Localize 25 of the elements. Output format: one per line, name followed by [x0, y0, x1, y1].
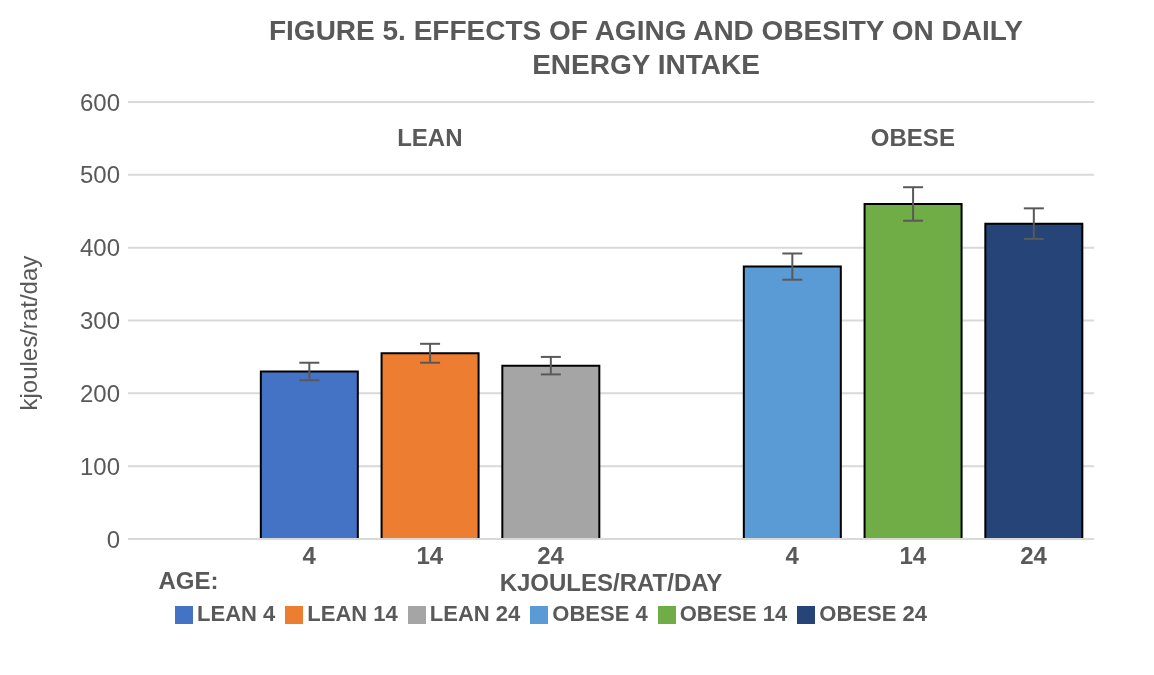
- annotation: OBESE: [869, 124, 956, 152]
- y-tick-label: 500: [79, 161, 120, 189]
- legend-label: OBESE 14: [679, 601, 788, 626]
- x-tick-label: 24: [537, 542, 565, 570]
- legend-label: LEAN 4: [197, 601, 276, 626]
- y-tick-label: 0: [106, 525, 120, 553]
- y-axis-title: kjoules/rat/day: [14, 255, 42, 411]
- y-tick-label: 300: [79, 307, 120, 335]
- text: AGE:: [157, 567, 220, 595]
- chart-title: FIGURE 5. EFFECTS OF AGING AND OBESITY ON DAILY ENERGY INTAKE: [268, 14, 1024, 82]
- annotation: LEAN: [396, 124, 464, 152]
- x-tick-label: 4: [302, 542, 317, 570]
- x-tick-label: 4: [785, 542, 800, 570]
- legend-label: OBESE 4: [552, 601, 648, 626]
- x-tick-label: 24: [1020, 542, 1048, 570]
- x-tick-label: 14: [416, 542, 444, 570]
- y-tick-label: 400: [79, 234, 120, 262]
- y-tick-label: 600: [79, 88, 120, 116]
- x-tick-label: 14: [899, 542, 927, 570]
- legend-label: LEAN 14: [307, 601, 398, 626]
- legend-label: OBESE 24: [819, 601, 927, 626]
- y-tick-label: 200: [79, 379, 120, 407]
- x-axis-title: KJOULES/RAT/DAY: [499, 569, 723, 596]
- legend-label: LEAN 24: [429, 601, 521, 626]
- y-tick-label: 100: [79, 452, 120, 480]
